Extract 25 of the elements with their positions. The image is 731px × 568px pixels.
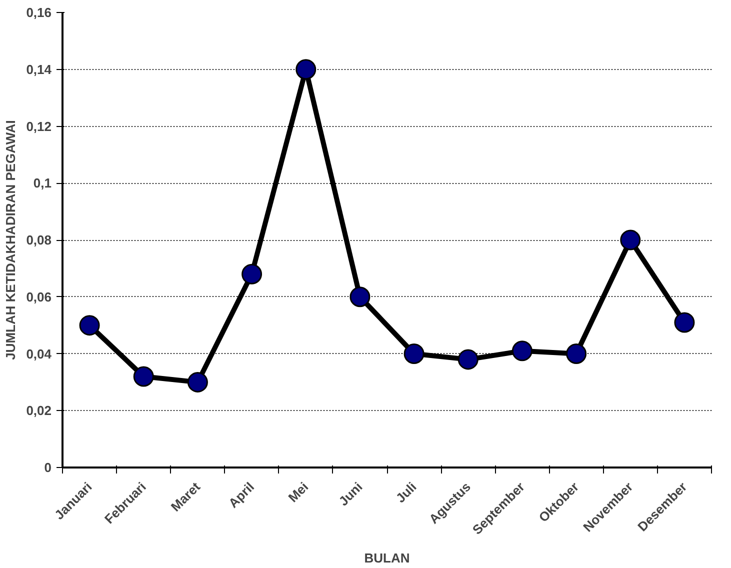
x-tick-label: Juli (392, 479, 420, 506)
y-tick-label: 0,04 (26, 346, 52, 362)
y-tick-label: 0,16 (26, 5, 52, 20)
y-tick-label: 0,02 (26, 403, 52, 418)
x-tick-label: Mei (285, 479, 312, 506)
y-tick-label: 0,08 (26, 232, 52, 248)
point (404, 344, 424, 364)
point (458, 349, 478, 370)
y-tick-label: 0,06 (26, 289, 52, 304)
point (187, 372, 208, 392)
point (133, 366, 154, 387)
point (350, 286, 370, 308)
y-tick-label: 0,14 (26, 62, 52, 77)
point (79, 315, 100, 336)
point (242, 264, 262, 284)
y-tick-label: 0 (44, 460, 52, 475)
point (566, 344, 587, 364)
x-axis-title: BULAN (364, 550, 410, 566)
y-tick-label: 0,1 (33, 176, 52, 191)
y-tick-label: 0,12 (26, 118, 52, 134)
y-axis-title: JUMLAH KETIDAKHADIRAN PEGAWAI (3, 120, 18, 360)
point (296, 59, 316, 80)
point (674, 312, 695, 333)
point (620, 230, 641, 250)
point (512, 340, 532, 362)
